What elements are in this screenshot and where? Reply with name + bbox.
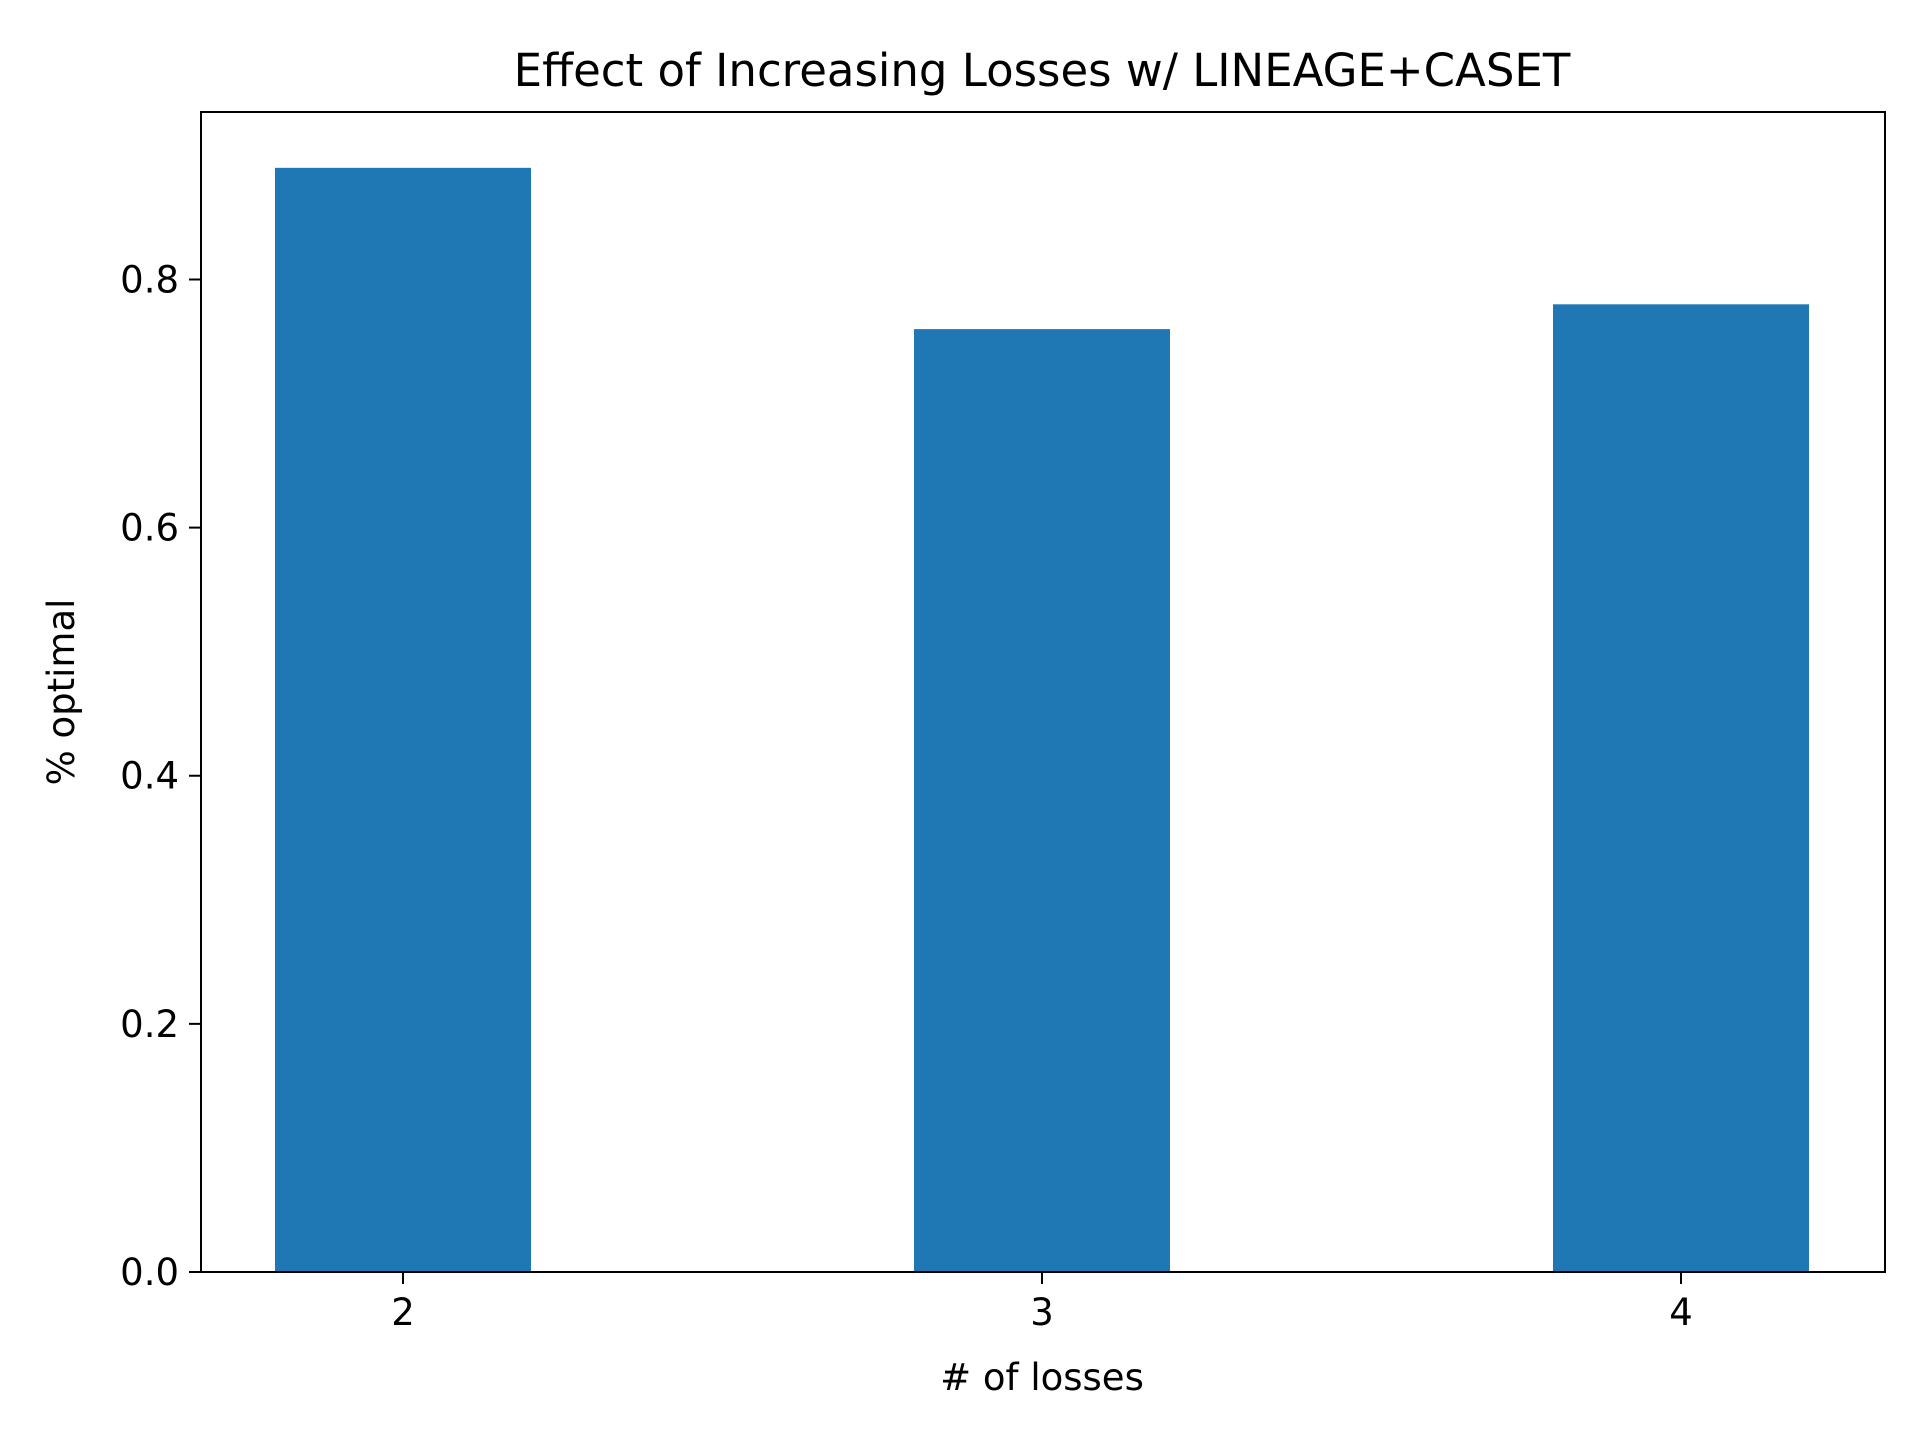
plot-frame (200, 111, 1886, 1273)
y-tick-label: 0.0 (120, 1251, 179, 1294)
x-tick-label: 3 (1030, 1291, 1054, 1334)
bar-3 (914, 329, 1170, 1272)
bars-group (275, 167, 1809, 1273)
y-ticks-group: 0.0 0.2 0.4 0.6 0.8 (120, 258, 201, 1294)
x-axis-label: # of losses (940, 1356, 1144, 1399)
y-tick-label: 0.2 (120, 1003, 179, 1046)
y-tick-label: 0.8 (120, 258, 179, 301)
y-tick-label: 0.6 (120, 507, 179, 550)
x-tick-label: 2 (391, 1291, 415, 1334)
y-tick-label: 0.4 (120, 755, 179, 798)
x-ticks-group: 2 3 4 (391, 1272, 1693, 1334)
chart-title: Effect of Increasing Losses w/ LINEAGE+C… (514, 44, 1571, 97)
x-tick-label: 4 (1669, 1291, 1693, 1334)
y-axis-label: % optimal (40, 599, 83, 786)
bar-4 (1553, 304, 1809, 1273)
bar-2 (275, 167, 531, 1273)
